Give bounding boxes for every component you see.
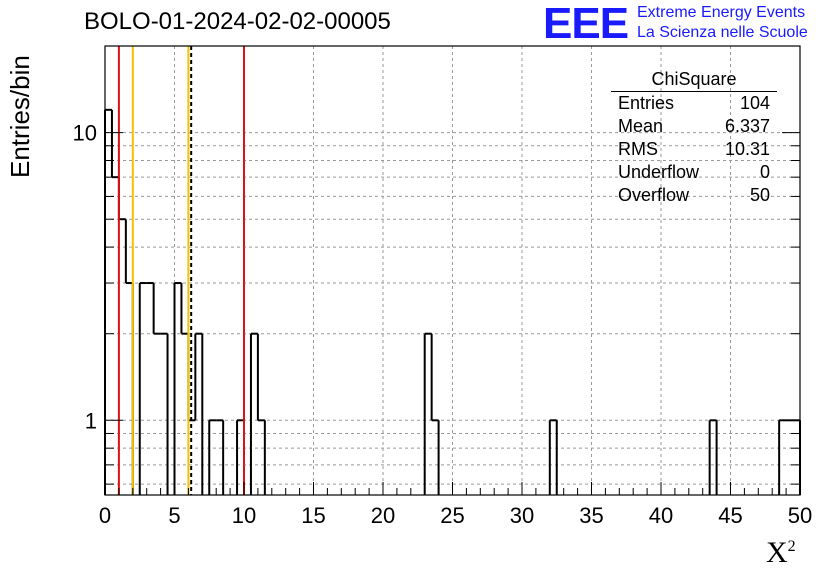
y-tick-label: 10 <box>73 121 97 146</box>
x-tick-label: 10 <box>232 503 256 528</box>
stats-value: 104 <box>739 93 770 113</box>
x-tick-label: 0 <box>99 503 111 528</box>
y-axis-label: Entries/bin <box>5 55 35 178</box>
x-tick-label: 30 <box>510 503 534 528</box>
stats-value: 50 <box>749 185 770 205</box>
x-tick-label: 15 <box>301 503 325 528</box>
stats-title: ChiSquare <box>611 68 777 92</box>
stats-row-underflow: Underflow 0 <box>611 161 777 184</box>
chart-title: BOLO-01-2024-02-02-00005 <box>84 8 391 35</box>
logo-line-1: Extreme Energy Events <box>637 4 806 21</box>
x-axis-label: X2 <box>766 536 796 570</box>
y-tick-label: 1 <box>85 408 97 433</box>
x-tick-label: 20 <box>371 503 395 528</box>
stats-value: 10.31 <box>724 139 770 159</box>
x-tick-label: 45 <box>718 503 742 528</box>
stats-value: 0 <box>759 162 770 182</box>
x-tick-label: 5 <box>168 503 180 528</box>
stats-row-mean: Mean 6.337 <box>611 115 777 138</box>
x-tick-label: 50 <box>788 503 812 528</box>
stats-label: Underflow <box>618 162 700 182</box>
logo-line-2: La Scienza nelle Scuole <box>637 24 808 41</box>
stats-row-entries: Entries 104 <box>611 92 777 115</box>
x-tick-label: 40 <box>649 503 673 528</box>
x-tick-label: 35 <box>579 503 603 528</box>
stats-label: Mean <box>618 116 664 136</box>
x-tick-label: 25 <box>440 503 464 528</box>
eee-logo: EEE <box>543 0 629 48</box>
x-axis-label-base: X <box>766 536 788 569</box>
stats-label: Entries <box>618 93 675 113</box>
stats-box: ChiSquare Entries 104 Mean 6.337 RMS 10.… <box>611 68 777 207</box>
stats-row-overflow: Overflow 50 <box>611 184 777 207</box>
stats-row-rms: RMS 10.31 <box>611 138 777 161</box>
stats-value: 6.337 <box>724 116 770 136</box>
stats-label: RMS <box>618 139 658 159</box>
x-axis-label-sup: 2 <box>787 538 796 555</box>
stats-label: Overflow <box>618 185 690 205</box>
